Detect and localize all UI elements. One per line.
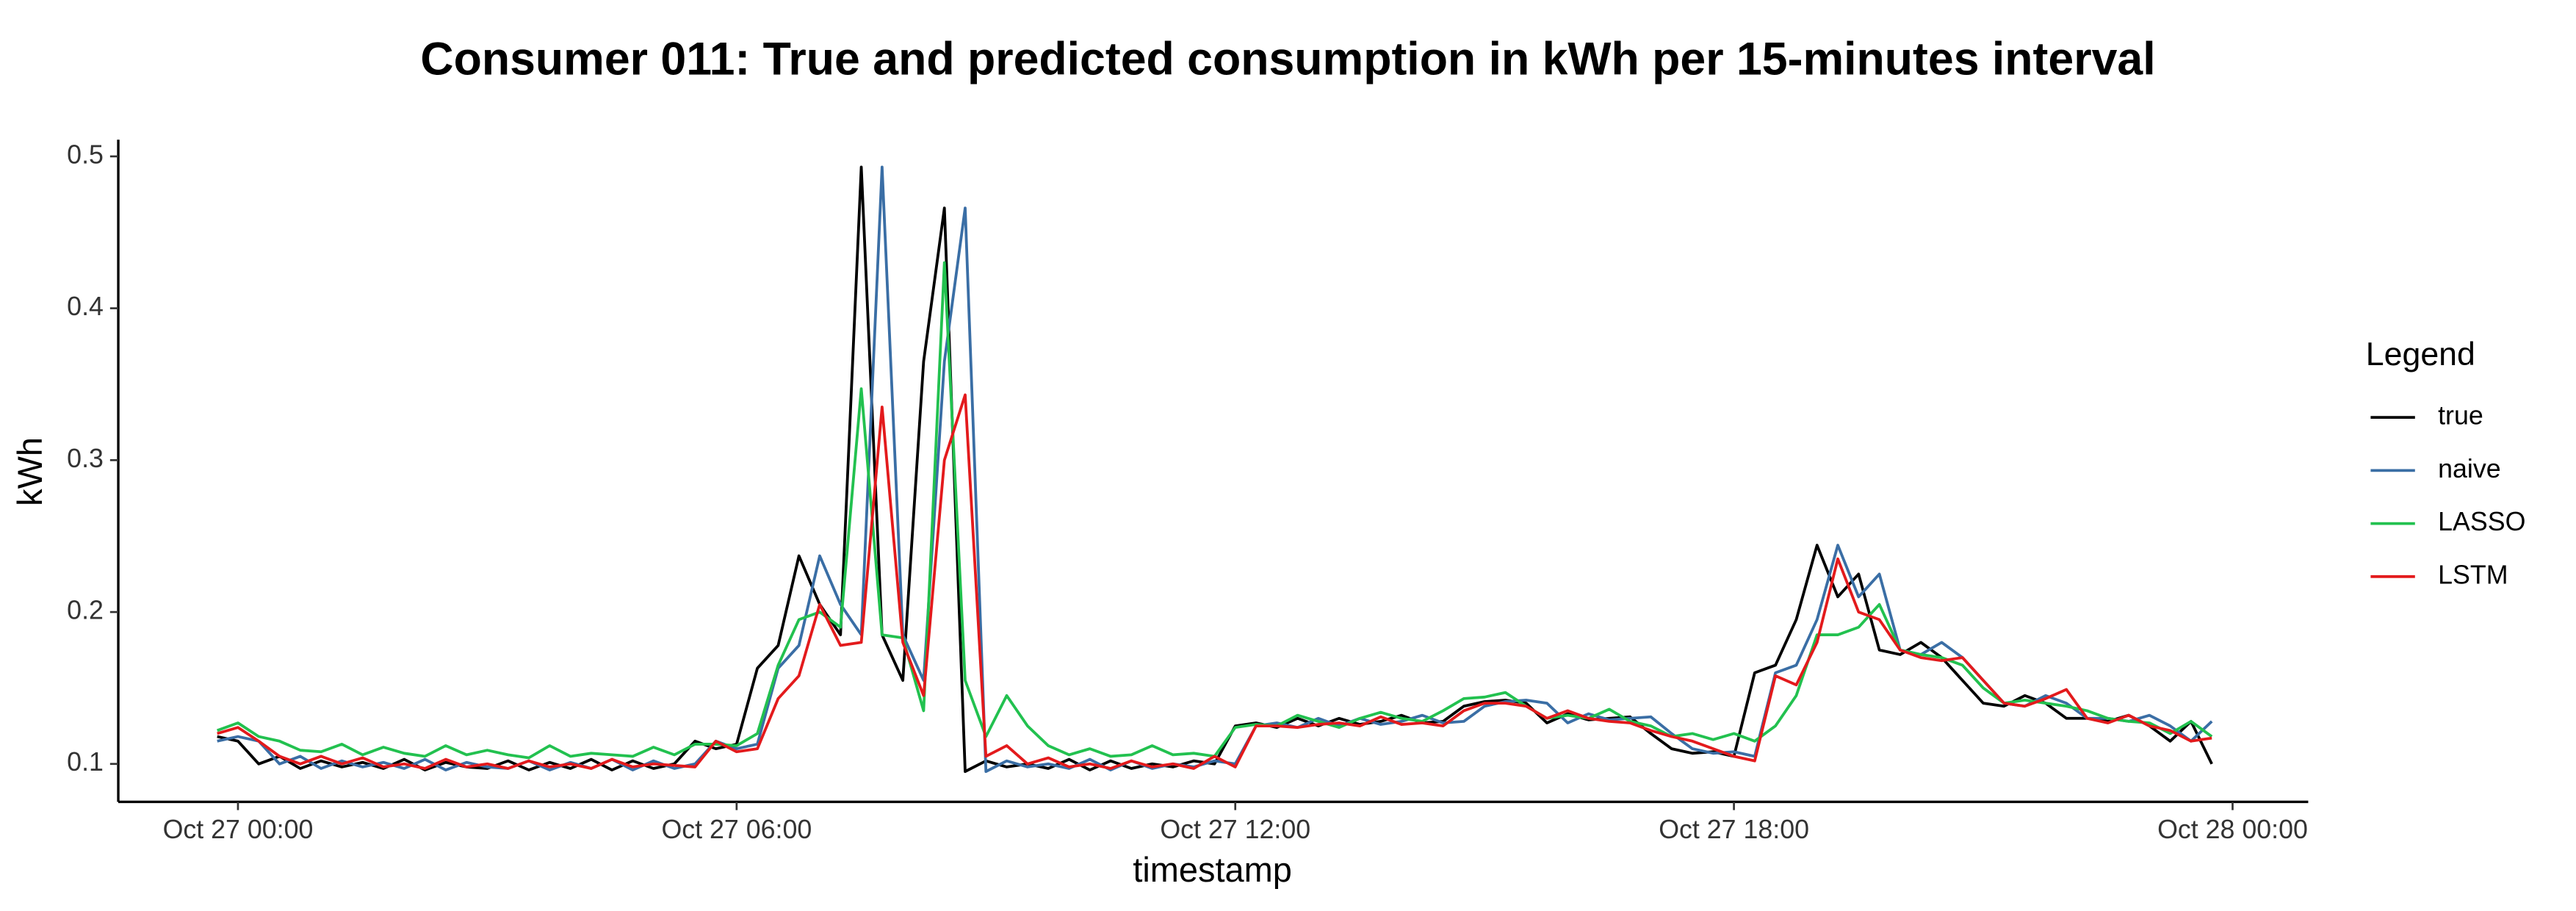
x-tick-label: Oct 27 00:00 (163, 815, 314, 844)
y-tick-label: 0.1 (67, 747, 104, 777)
x-tick-label: Oct 27 18:00 (1659, 815, 1809, 844)
y-tick-label: 0.5 (67, 140, 104, 169)
legend-label: LSTM (2438, 560, 2508, 589)
y-axis-title: kWh (10, 437, 49, 506)
series-line (217, 165, 2213, 774)
legend-label: naive (2438, 454, 2501, 483)
y-tick-label: 0.2 (67, 596, 104, 625)
x-tick-label: Oct 27 12:00 (1160, 815, 1310, 844)
y-tick-label: 0.3 (67, 444, 104, 473)
chart-title: Consumer 011: True and predicted consump… (420, 34, 2155, 85)
x-tick-label: Oct 28 00:00 (2157, 815, 2308, 844)
x-tick-label: Oct 27 06:00 (661, 815, 812, 844)
y-tick-label: 0.4 (67, 292, 104, 321)
legend-label: true (2438, 401, 2483, 431)
x-axis-title: timestamp (1133, 850, 1292, 889)
legend-label: LASSO (2438, 507, 2525, 536)
series-line (217, 165, 2213, 774)
series-line (217, 393, 2212, 770)
legend-title: Legend (2366, 336, 2475, 372)
